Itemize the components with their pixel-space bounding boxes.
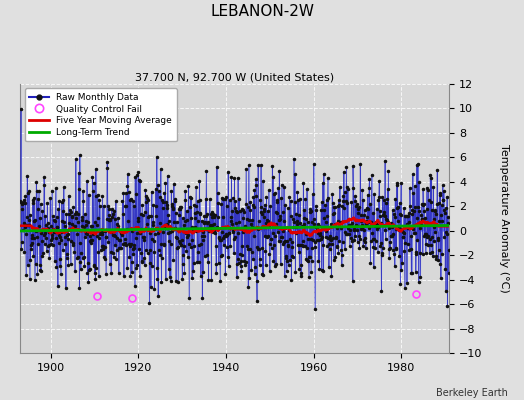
Title: 37.700 N, 92.700 W (United States): 37.700 N, 92.700 W (United States) — [135, 73, 334, 83]
Text: LEBANON-2W: LEBANON-2W — [210, 4, 314, 19]
Text: Berkeley Earth: Berkeley Earth — [436, 388, 508, 398]
Legend: Raw Monthly Data, Quality Control Fail, Five Year Moving Average, Long-Term Tren: Raw Monthly Data, Quality Control Fail, … — [25, 88, 177, 142]
Y-axis label: Temperature Anomaly (°C): Temperature Anomaly (°C) — [499, 144, 509, 293]
